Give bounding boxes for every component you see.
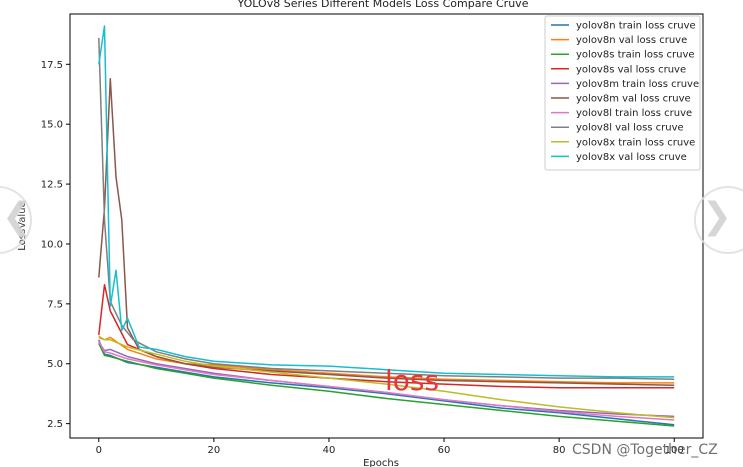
x-tick-label: 0: [96, 445, 102, 456]
chevron-right-icon: ❯: [701, 196, 733, 237]
x-tick-label: 100: [665, 445, 684, 456]
legend-entry: yolov8n train loss cruve: [576, 21, 696, 32]
series-line-9: [98, 335, 675, 419]
csdn-watermark: CSDN @Together_CZ: [572, 442, 718, 458]
chart-title: YOLOv8 Series Different Models Loss Comp…: [237, 0, 529, 10]
series-line-10: [98, 25, 675, 378]
legend-entry: yolov8x train loss cruve: [576, 137, 695, 148]
series-line-8: [98, 37, 675, 381]
x-tick-label: 20: [207, 445, 220, 456]
y-tick-label: 12.5: [41, 180, 63, 191]
series-line-7: [98, 340, 675, 421]
series-line-3: [98, 343, 675, 427]
legend-entry: yolov8s train loss cruve: [576, 50, 695, 61]
x-axis-title: Epochs: [363, 458, 399, 467]
legend-entry: yolov8x val loss cruve: [576, 152, 687, 163]
series-layer: [98, 25, 675, 427]
legend-entry: yolov8n val loss cruve: [576, 35, 687, 46]
series-line-6: [98, 77, 675, 387]
legend-entry: yolov8l train loss cruve: [576, 108, 692, 119]
y-tick-label: 2.5: [47, 419, 63, 430]
y-tick-label: 10.0: [41, 239, 63, 250]
overlay-loss-text: loss: [385, 364, 439, 397]
next-image-button[interactable]: ❯: [694, 186, 743, 254]
series-line-4: [98, 283, 675, 389]
legend-entry: yolov8m val loss cruve: [576, 94, 691, 105]
chevron-left-icon: ❮: [2, 196, 33, 237]
y-tick-label: 17.5: [41, 60, 63, 71]
axes: 0 20 40 60 80 100 2.5 5.0 7.5 10.0 12.5 15.0 17.5: [41, 60, 684, 456]
y-tick-label: 15.0: [41, 120, 63, 131]
x-tick-label: 80: [553, 445, 566, 456]
legend-entry: yolov8m train loss cruve: [576, 79, 699, 90]
legend-entry: yolov8s val loss cruve: [576, 64, 686, 75]
y-tick-label: 5.0: [47, 359, 63, 370]
legend: yolov8n train loss cruve yolov8n val loss…: [544, 15, 701, 171]
y-tick-label: 7.5: [47, 299, 63, 310]
legend-box: [544, 15, 701, 171]
legend-entry: yolov8l val loss cruve: [576, 123, 684, 134]
x-tick-label: 60: [438, 445, 451, 456]
x-tick-label: 40: [323, 445, 336, 456]
